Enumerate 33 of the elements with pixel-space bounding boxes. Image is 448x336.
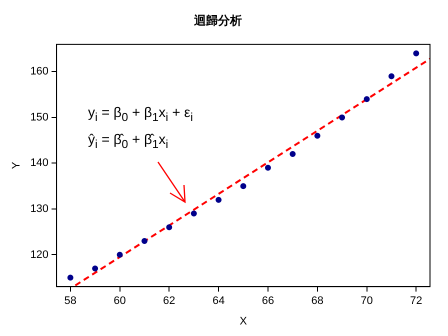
- point: [141, 238, 148, 244]
- x-tick-label: 66: [262, 295, 274, 308]
- y-tick-label: 130: [30, 203, 49, 216]
- x-tick-label: 64: [212, 295, 225, 308]
- y-tick-label: 160: [30, 66, 49, 78]
- text: y$_{i}$ = β$_{0}$ + β$_{1}$x$_{i}$ + ε$_{i}$: [88, 104, 193, 124]
- point: [67, 274, 74, 281]
- x-tick-label: 62: [163, 295, 176, 308]
- point: [166, 224, 172, 230]
- chart-title: 迴歸分析: [193, 13, 242, 28]
- point: [364, 96, 370, 102]
- point: [116, 252, 123, 258]
- point: [388, 73, 394, 80]
- x-tick-label: 60: [114, 295, 126, 308]
- point: [216, 196, 222, 203]
- x-axis-title: X: [240, 315, 248, 328]
- point: [264, 164, 271, 171]
- point: [413, 50, 420, 56]
- point: [314, 132, 320, 139]
- y-tick-label: 120: [30, 248, 49, 261]
- point: [92, 265, 98, 272]
- y-axis-title: Y: [10, 161, 23, 170]
- point: [290, 151, 296, 158]
- y-tick-label: 150: [30, 111, 49, 124]
- point: [240, 183, 246, 190]
- y-tick-label: 140: [30, 157, 49, 170]
- x-tick-label: 70: [360, 295, 373, 308]
- annotation: ŷ$_{i}$ = β̂$_{0}$ + β̂$_{1}$x$_{i}$: [88, 131, 168, 151]
- x-tick-label: 68: [311, 295, 324, 308]
- point: [339, 114, 346, 120]
- x-tick-label: 58: [64, 295, 77, 308]
- point: [190, 210, 197, 217]
- x-tick-label: 72: [410, 295, 422, 308]
